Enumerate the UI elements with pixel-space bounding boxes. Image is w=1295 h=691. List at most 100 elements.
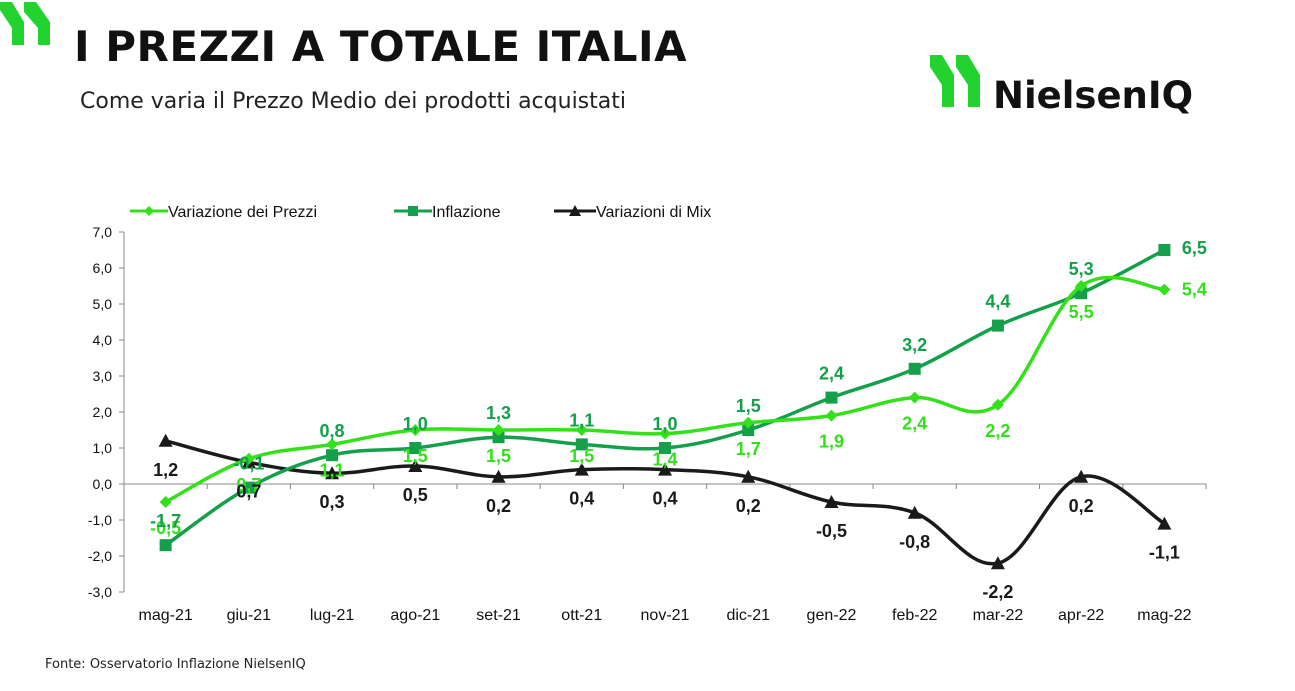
- data-label: 0,7: [236, 481, 261, 501]
- data-label: 0,2: [486, 496, 511, 516]
- data-label: 1,9: [819, 432, 844, 452]
- data-point-square: [659, 442, 671, 454]
- x-tick-label: dic-21: [726, 607, 770, 624]
- y-tick-label: 1,0: [93, 440, 113, 456]
- data-point-triangle: [158, 433, 173, 447]
- data-point-square: [825, 391, 838, 404]
- data-label: 4,4: [985, 292, 1010, 312]
- data-label: -0,5: [150, 518, 181, 538]
- data-point-diamond: [159, 496, 172, 508]
- data-point-triangle: [408, 459, 423, 472]
- data-point-triangle: [658, 462, 672, 476]
- x-tick-label: ott-21: [561, 607, 602, 624]
- data-label: 5,3: [1069, 259, 1094, 279]
- data-point-square: [409, 442, 422, 454]
- data-point-diamond: [242, 452, 255, 465]
- x-tick-label: apr-22: [1058, 607, 1104, 624]
- data-label: 0,3: [320, 492, 345, 512]
- x-tick-label: mag-21: [138, 607, 192, 624]
- x-tick-label: ago-21: [390, 607, 440, 624]
- y-tick-label: 5,0: [93, 296, 113, 312]
- brand-name: NielsenIQ: [993, 74, 1194, 117]
- data-point-diamond: [742, 416, 755, 429]
- y-tick-label: -3,0: [88, 584, 112, 600]
- data-point-diamond: [326, 438, 339, 451]
- data-point-diamond: [991, 398, 1004, 411]
- data-point-square: [159, 539, 172, 552]
- y-tick-label: 0,0: [93, 476, 113, 492]
- data-label: 0,2: [736, 496, 761, 516]
- data-point-triangle: [325, 466, 340, 480]
- x-tick-label: feb-22: [892, 607, 937, 624]
- data-label: 1,3: [486, 403, 511, 423]
- data-point-diamond: [492, 424, 505, 436]
- data-label: 1,5: [736, 396, 761, 416]
- legend-marker-triangle-icon: [554, 205, 596, 216]
- x-tick-label: mag-22: [1137, 607, 1191, 624]
- data-label: 1,4: [652, 450, 677, 470]
- data-label: -1,1: [1149, 543, 1180, 563]
- data-label: -0,8: [899, 532, 930, 552]
- data-label: -0,5: [816, 521, 847, 541]
- legend-label: Variazione dei Prezzi: [168, 204, 318, 221]
- data-point-diamond: [1158, 283, 1171, 296]
- data-label: 1,5: [569, 446, 594, 466]
- data-point-square: [742, 424, 755, 436]
- data-point-square: [1158, 244, 1171, 256]
- data-label: 1,5: [403, 446, 428, 466]
- y-tick-label: -1,0: [88, 512, 112, 528]
- x-tick-label: lug-21: [310, 607, 355, 624]
- data-point-square: [242, 481, 255, 494]
- data-label: 1,1: [320, 460, 345, 480]
- data-point-triangle: [741, 469, 756, 483]
- data-point-triangle: [491, 469, 506, 483]
- x-tick-label: gen-22: [807, 607, 857, 624]
- data-point-triangle: [1157, 516, 1172, 530]
- y-tick-label: 7,0: [93, 224, 113, 240]
- y-tick-label: -2,0: [88, 548, 112, 564]
- data-point-diamond: [659, 427, 671, 440]
- page-title: I PREZZI A TOTALE ITALIA: [74, 22, 688, 71]
- data-point-diamond: [575, 424, 588, 436]
- data-point-triangle: [990, 556, 1005, 570]
- data-point-triangle: [907, 505, 922, 519]
- data-point-square: [492, 431, 505, 444]
- data-point-triangle: [1074, 469, 1089, 483]
- data-point-diamond: [825, 409, 838, 422]
- legend-marker-square-icon: [394, 206, 432, 216]
- x-tick-label: set-21: [476, 607, 521, 624]
- nielseniq-logo-mark: [930, 55, 980, 107]
- data-label: 1,0: [652, 414, 677, 434]
- page-subtitle: Come varia il Prezzo Medio dei prodotti …: [80, 89, 626, 114]
- data-label: 0,7: [236, 475, 261, 495]
- data-label: 3,2: [902, 335, 927, 355]
- x-tick-label: nov-21: [641, 607, 690, 624]
- x-tick-label: mar-22: [973, 607, 1024, 624]
- data-label: 6,5: [1182, 238, 1207, 258]
- data-label: 2,4: [902, 414, 927, 434]
- data-point-square: [908, 362, 921, 375]
- data-label: 0,4: [652, 489, 677, 509]
- data-label: 0,5: [403, 485, 428, 505]
- data-label: -2,2: [982, 582, 1013, 602]
- y-tick-label: 6,0: [93, 260, 113, 276]
- data-label: 0,2: [1069, 496, 1094, 516]
- y-tick-label: 2,0: [93, 404, 113, 420]
- legend-label: Inflazione: [432, 204, 501, 221]
- data-label: 1,5: [486, 446, 511, 466]
- data-point-square: [991, 319, 1004, 332]
- data-point-square: [575, 438, 588, 451]
- data-point-diamond: [1075, 280, 1088, 292]
- y-tick-label: 3,0: [93, 368, 113, 384]
- data-point-diamond: [908, 391, 921, 404]
- data-point-square: [326, 449, 339, 462]
- data-label: 5,5: [1069, 302, 1094, 322]
- x-tick-label: giu-21: [227, 607, 272, 624]
- data-label: 0,8: [320, 421, 345, 441]
- data-label: 1,7: [736, 439, 761, 459]
- legend-item-mix: Variazioni di Mix: [554, 204, 711, 222]
- data-label: -1,7: [150, 511, 181, 531]
- legend-label: Variazioni di Mix: [596, 204, 712, 221]
- data-point-triangle: [574, 462, 589, 476]
